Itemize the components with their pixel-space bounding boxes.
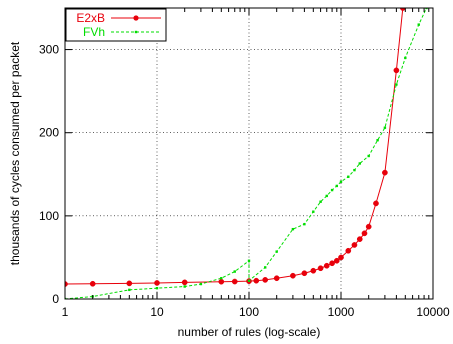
grid: [65, 8, 433, 299]
series-group: [65, 8, 428, 299]
series-line-e2xb: [65, 8, 404, 285]
data-point-fvh: [353, 168, 356, 172]
data-point-fvh: [347, 175, 350, 178]
data-point-fvh: [395, 83, 398, 86]
plot-frame: [64, 7, 434, 300]
x-tick-label: 100: [239, 305, 259, 319]
data-point-fvh: [325, 194, 328, 198]
data-point-fvh: [376, 138, 379, 142]
data-point-e2xb: [301, 270, 308, 277]
data-point-e2xb: [181, 279, 188, 286]
data-point-fvh: [303, 222, 306, 226]
data-point-fvh: [383, 126, 387, 129]
data-point-fvh: [233, 270, 236, 273]
data-point-fvh: [275, 250, 278, 253]
data-point-fvh: [128, 288, 131, 292]
data-point-e2xb: [373, 200, 379, 207]
data-point-e2xb: [399, 8, 406, 11]
legend-label-e2xb: E2xB: [76, 11, 105, 25]
axis-ticks: 1 10 100 1000 10000 0 100 200 300: [39, 8, 450, 319]
data-point-fvh: [220, 277, 223, 280]
x-tick-label: 1: [62, 305, 69, 319]
data-point-e2xb: [361, 230, 368, 237]
data-point-fvh: [183, 285, 186, 288]
legend-swatch-marker: [134, 30, 138, 34]
data-point-e2xb: [382, 169, 388, 176]
data-point-fvh: [155, 286, 159, 290]
data-point-e2xb: [231, 278, 238, 285]
data-point-e2xb: [333, 257, 340, 264]
data-point-fvh: [312, 210, 315, 213]
x-tick-label: 1000: [328, 305, 355, 319]
legend-label-fvh: FVh: [83, 25, 105, 39]
y-tick-label: 0: [52, 292, 59, 306]
data-point-e2xb: [329, 260, 335, 267]
y-axis-label: thousands of cycles consumed per packet: [8, 41, 22, 265]
data-point-fvh: [247, 279, 251, 282]
data-point-fvh: [291, 227, 295, 231]
data-point-fvh: [330, 188, 334, 192]
data-point-fvh: [319, 200, 322, 203]
data-point-e2xb: [345, 247, 352, 254]
legend-box: [65, 8, 167, 42]
series-line-fvh: [65, 8, 427, 299]
data-point-e2xb: [310, 267, 317, 274]
data-point-fvh: [404, 56, 407, 60]
data-point-fvh: [247, 259, 251, 262]
data-point-e2xb: [351, 242, 358, 248]
data-point-e2xb: [253, 277, 260, 284]
data-point-fvh: [425, 8, 428, 10]
x-axis-label: number of rules (log-scale): [178, 325, 321, 339]
data-point-e2xb: [393, 67, 400, 74]
data-point-e2xb: [323, 262, 330, 269]
legend-swatch-fvh: [111, 30, 161, 34]
legend-swatch-marker: [133, 15, 139, 21]
data-point-fvh: [199, 282, 203, 286]
data-point-e2xb: [290, 272, 296, 279]
data-point-e2xb: [218, 278, 225, 285]
data-point-fvh: [367, 154, 370, 158]
data-point-fvh: [65, 297, 67, 299]
data-point-e2xb: [317, 265, 324, 272]
legend-swatch-e2xb: [111, 15, 161, 21]
data-point-fvh: [264, 266, 267, 269]
data-point-e2xb: [356, 236, 363, 242]
data-point-e2xb: [273, 275, 280, 282]
data-point-fvh: [335, 184, 338, 188]
data-point-e2xb: [365, 223, 372, 230]
data-point-fvh: [417, 23, 420, 26]
data-point-e2xb: [89, 280, 96, 287]
legend: E2xB FVh: [65, 8, 167, 42]
data-point-e2xb: [338, 254, 344, 261]
x-tick-label: 10000: [416, 305, 450, 319]
data-point-e2xb: [262, 277, 269, 283]
y-tick-label: 200: [39, 126, 59, 140]
data-point-fvh: [358, 162, 361, 165]
data-point-e2xb: [154, 280, 160, 286]
data-point-fvh: [339, 180, 343, 183]
x-tick-label: 10: [150, 305, 164, 319]
y-tick-label: 300: [39, 43, 59, 57]
y-tick-label: 100: [39, 209, 59, 223]
data-point-e2xb: [126, 280, 133, 287]
